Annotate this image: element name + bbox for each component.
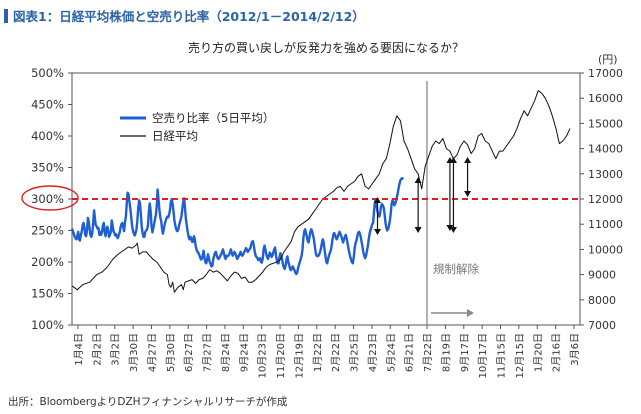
gap-arrow-head-top [449, 157, 457, 163]
title-accent-bar [4, 8, 8, 23]
x-tick-label: 6月27日 [183, 333, 195, 372]
gap-arrow-head-top [464, 157, 472, 163]
x-tick-label: 2月16日 [551, 333, 563, 372]
y-right-tick-label: 12000 [588, 193, 623, 206]
gap-arrow-head-bottom [414, 227, 422, 233]
x-tick-label: 3月25日 [349, 333, 361, 372]
figure-title: 図表1：日経平均株価と空売り比率（2012/1－2014/2/12） [4, 6, 365, 25]
x-tick-label: 10月23日 [257, 333, 269, 378]
y-right-tick-label: 16000 [588, 92, 623, 105]
y-right-tick-label: 8000 [588, 294, 616, 307]
gap-arrow-head-top [414, 177, 422, 183]
x-tick-label: 7月22日 [422, 333, 434, 372]
y-right-tick-label: 9000 [588, 269, 616, 282]
y-right-tick-label: 14000 [588, 143, 623, 156]
x-tick-label: 1月22日 [312, 333, 324, 372]
x-tick-label: 3月30日 [128, 333, 140, 372]
chart-subtitle: 売り方の買い戻しが反発力を強める要因になるか？ [188, 40, 464, 55]
y-right-tick-label: 17000 [588, 67, 623, 80]
y-left-tick-label: 250% [31, 224, 64, 238]
y-left-tick-label: 400% [31, 129, 64, 143]
x-tick-label: 10月17日 [477, 333, 489, 378]
gap-arrow-head-bottom [374, 229, 382, 235]
x-tick-label: 6月21日 [404, 333, 416, 372]
gap-arrow-head-bottom [464, 191, 472, 197]
y-right-tick-label: 15000 [588, 117, 623, 130]
gap-arrow-head-bottom [446, 225, 454, 231]
event-annotation-label: 規制解除 [433, 262, 479, 276]
short-selling-ratio-line [70, 177, 405, 276]
figure-title-text: 図表1：日経平均株価と空売り比率（2012/1－2014/2/12） [13, 9, 365, 24]
x-tick-label: 12月15日 [514, 333, 526, 378]
x-tick-label: 8月19日 [440, 333, 452, 372]
source-note: 出所：BloombergよりDZHフィナンシャルリサーチが作成 [8, 395, 288, 408]
x-tick-label: 7月27日 [202, 333, 214, 372]
x-tick-label: 2月22日 [330, 333, 342, 372]
x-tick-label: 3月2日 [110, 333, 122, 366]
x-tick-label: 9月17日 [459, 333, 471, 372]
y-right-unit-label: (円) [598, 53, 618, 66]
x-tick-label: 11月15日 [496, 333, 508, 378]
y-right-tick-label: 13000 [588, 168, 623, 181]
x-tick-label: 3月6日 [569, 333, 581, 366]
x-tick-label: 12月19日 [293, 333, 305, 378]
x-tick-label: 1月20日 [532, 333, 544, 372]
y-left-tick-label: 100% [31, 318, 64, 332]
legend-label-nikkei: 日経平均 [152, 129, 198, 143]
x-tick-label: 5月24日 [385, 333, 397, 372]
y-right-tick-label: 11000 [588, 218, 623, 231]
y-left-tick-label: 300% [31, 192, 64, 206]
y-right-tick-label: 7000 [588, 319, 616, 332]
nikkei-average-line [71, 90, 571, 293]
gap-arrow-head-top [374, 197, 382, 203]
x-tick-label: 11月20日 [275, 333, 287, 378]
y-left-tick-label: 150% [31, 287, 64, 301]
x-tick-label: 5月30日 [165, 333, 177, 372]
y-left-tick-label: 450% [31, 98, 64, 112]
x-tick-label: 1月4日 [73, 333, 85, 366]
y-right-tick-label: 10000 [588, 243, 623, 256]
x-tick-label: 4月27日 [146, 333, 158, 372]
legend-label-ratio: 空売り比率（5日平均） [152, 111, 274, 125]
y-left-tick-label: 350% [31, 161, 64, 175]
x-tick-label: 9月24日 [238, 333, 250, 372]
x-tick-label: 2月2日 [91, 333, 103, 366]
x-tick-label: 4月23日 [367, 333, 379, 372]
y-left-tick-label: 200% [31, 255, 64, 269]
highlight-300-ellipse [21, 185, 79, 211]
y-left-tick-label: 500% [31, 66, 64, 80]
gap-arrow-head-bottom [449, 227, 457, 233]
x-tick-label: 8月24日 [220, 333, 232, 372]
event-arrow-head [466, 309, 474, 317]
